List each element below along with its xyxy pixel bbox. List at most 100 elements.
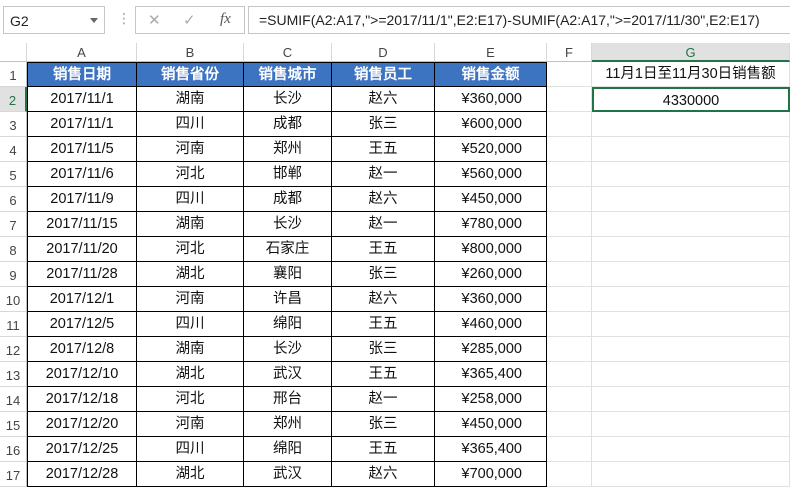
cell-E17[interactable]: ¥700,000 xyxy=(435,462,547,487)
cell-A9[interactable]: 2017/11/28 xyxy=(27,262,137,287)
cell-B15[interactable]: 河南 xyxy=(137,412,244,437)
cell-A12[interactable]: 2017/12/8 xyxy=(27,337,137,362)
cell-B1[interactable]: 销售省份 xyxy=(137,62,244,87)
column-header-C[interactable]: C xyxy=(244,43,332,62)
column-header-G[interactable]: G xyxy=(592,43,790,62)
cell-A17[interactable]: 2017/12/28 xyxy=(27,462,137,487)
cell-F16[interactable] xyxy=(547,437,592,462)
cell-B11[interactable]: 四川 xyxy=(137,312,244,337)
cell-E9[interactable]: ¥260,000 xyxy=(435,262,547,287)
row-header-4[interactable]: 4 xyxy=(0,137,27,162)
cell-E12[interactable]: ¥285,000 xyxy=(435,337,547,362)
cell-C3[interactable]: 成都 xyxy=(244,112,332,137)
cell-E2[interactable]: ¥360,000 xyxy=(435,87,547,112)
row-header-14[interactable]: 14 xyxy=(0,387,27,412)
cell-B13[interactable]: 湖北 xyxy=(137,362,244,387)
row-header-12[interactable]: 12 xyxy=(0,337,27,362)
cell-G10[interactable] xyxy=(592,287,790,312)
row-header-8[interactable]: 8 xyxy=(0,237,27,262)
cell-F1[interactable] xyxy=(547,62,592,87)
cell-D12[interactable]: 张三 xyxy=(332,337,435,362)
cell-G13[interactable] xyxy=(592,362,790,387)
cell-G1[interactable]: 11月1日至11月30日销售额 xyxy=(592,62,790,87)
cell-B10[interactable]: 河南 xyxy=(137,287,244,312)
cell-G9[interactable] xyxy=(592,262,790,287)
row-header-2[interactable]: 2 xyxy=(0,87,27,112)
fx-icon[interactable]: fx xyxy=(220,11,231,27)
cell-B12[interactable]: 湖南 xyxy=(137,337,244,362)
cell-E16[interactable]: ¥365,400 xyxy=(435,437,547,462)
cell-F12[interactable] xyxy=(547,337,592,362)
cell-F15[interactable] xyxy=(547,412,592,437)
cell-A2[interactable]: 2017/11/1 xyxy=(27,87,137,112)
cell-C2[interactable]: 长沙 xyxy=(244,87,332,112)
cell-A8[interactable]: 2017/11/20 xyxy=(27,237,137,262)
cell-F14[interactable] xyxy=(547,387,592,412)
cell-C17[interactable]: 武汉 xyxy=(244,462,332,487)
cell-E7[interactable]: ¥780,000 xyxy=(435,212,547,237)
cell-C13[interactable]: 武汉 xyxy=(244,362,332,387)
cell-E11[interactable]: ¥460,000 xyxy=(435,312,547,337)
cell-F11[interactable] xyxy=(547,312,592,337)
cell-G15[interactable] xyxy=(592,412,790,437)
cell-D16[interactable]: 王五 xyxy=(332,437,435,462)
column-header-A[interactable]: A xyxy=(27,43,137,62)
select-all-button[interactable] xyxy=(0,43,27,62)
cell-A7[interactable]: 2017/11/15 xyxy=(27,212,137,237)
column-header-B[interactable]: B xyxy=(137,43,244,62)
cell-A13[interactable]: 2017/12/10 xyxy=(27,362,137,387)
row-header-1[interactable]: 1 xyxy=(0,62,27,87)
cell-D2[interactable]: 赵六 xyxy=(332,87,435,112)
cell-G2[interactable]: 4330000 xyxy=(592,87,790,112)
cell-G11[interactable] xyxy=(592,312,790,337)
cell-G5[interactable] xyxy=(592,162,790,187)
cell-C9[interactable]: 襄阳 xyxy=(244,262,332,287)
cell-E15[interactable]: ¥450,000 xyxy=(435,412,547,437)
cell-B7[interactable]: 湖南 xyxy=(137,212,244,237)
cell-C15[interactable]: 郑州 xyxy=(244,412,332,437)
cell-F5[interactable] xyxy=(547,162,592,187)
cell-D7[interactable]: 赵一 xyxy=(332,212,435,237)
cell-A10[interactable]: 2017/12/1 xyxy=(27,287,137,312)
cell-E6[interactable]: ¥450,000 xyxy=(435,187,547,212)
cell-G16[interactable] xyxy=(592,437,790,462)
formula-input[interactable]: =SUMIF(A2:A17,">=2017/11/1",E2:E17)-SUMI… xyxy=(248,6,790,34)
cell-B6[interactable]: 四川 xyxy=(137,187,244,212)
row-header-9[interactable]: 9 xyxy=(0,262,27,287)
cell-E1[interactable]: 销售金额 xyxy=(435,62,547,87)
cell-D4[interactable]: 王五 xyxy=(332,137,435,162)
cell-F10[interactable] xyxy=(547,287,592,312)
cancel-icon[interactable]: ✕ xyxy=(148,12,161,29)
row-header-7[interactable]: 7 xyxy=(0,212,27,237)
cell-B9[interactable]: 湖北 xyxy=(137,262,244,287)
cell-G17[interactable] xyxy=(592,462,790,487)
cell-G6[interactable] xyxy=(592,187,790,212)
cell-A1[interactable]: 销售日期 xyxy=(27,62,137,87)
cell-D3[interactable]: 张三 xyxy=(332,112,435,137)
cell-F13[interactable] xyxy=(547,362,592,387)
cell-C10[interactable]: 许昌 xyxy=(244,287,332,312)
cell-F6[interactable] xyxy=(547,187,592,212)
cell-B4[interactable]: 河南 xyxy=(137,137,244,162)
cell-C4[interactable]: 郑州 xyxy=(244,137,332,162)
cell-B14[interactable]: 河北 xyxy=(137,387,244,412)
enter-icon[interactable]: ✓ xyxy=(183,12,196,29)
cell-F8[interactable] xyxy=(547,237,592,262)
cell-G4[interactable] xyxy=(592,137,790,162)
cell-D13[interactable]: 王五 xyxy=(332,362,435,387)
cell-C8[interactable]: 石家庄 xyxy=(244,237,332,262)
cell-F17[interactable] xyxy=(547,462,592,487)
cell-B8[interactable]: 河北 xyxy=(137,237,244,262)
column-header-D[interactable]: D xyxy=(332,43,435,62)
cell-A11[interactable]: 2017/12/5 xyxy=(27,312,137,337)
cell-G14[interactable] xyxy=(592,387,790,412)
cell-G8[interactable] xyxy=(592,237,790,262)
cell-E3[interactable]: ¥600,000 xyxy=(435,112,547,137)
cell-E4[interactable]: ¥520,000 xyxy=(435,137,547,162)
cell-A16[interactable]: 2017/12/25 xyxy=(27,437,137,462)
cell-B16[interactable]: 四川 xyxy=(137,437,244,462)
cell-A3[interactable]: 2017/11/1 xyxy=(27,112,137,137)
cell-E8[interactable]: ¥800,000 xyxy=(435,237,547,262)
cell-D9[interactable]: 张三 xyxy=(332,262,435,287)
cell-D6[interactable]: 赵六 xyxy=(332,187,435,212)
